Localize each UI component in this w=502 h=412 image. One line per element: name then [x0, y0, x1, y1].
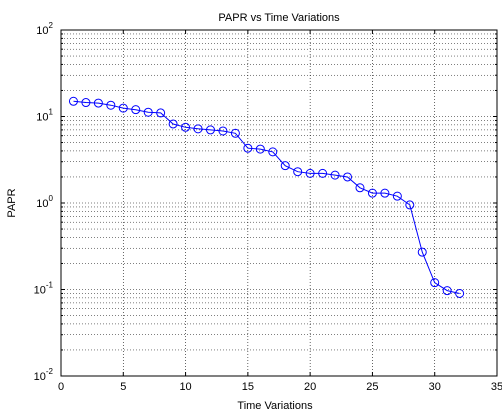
data-point — [280, 161, 290, 171]
x-tick-label: 0 — [58, 381, 64, 393]
data-point — [181, 122, 191, 132]
data-point — [131, 105, 141, 115]
x-axis-label: Time Variations — [237, 400, 313, 412]
data-point — [455, 288, 465, 298]
data-point — [68, 96, 78, 106]
x-tick-label: 20 — [304, 381, 316, 393]
data-point — [305, 168, 315, 178]
data-point — [243, 143, 253, 153]
data-point — [380, 188, 390, 198]
data-point — [218, 126, 228, 136]
data-point — [118, 103, 128, 113]
data-point — [143, 107, 153, 117]
data-point — [81, 98, 91, 108]
y-tick-label: 101 — [36, 108, 53, 124]
x-tick-label: 10 — [179, 381, 191, 393]
y-tick-label: 102 — [36, 21, 53, 37]
tick-labels: 0 5 10 15 20 25 30 35 10-2 10-1 100 101 102 — [34, 21, 502, 393]
data-point — [417, 247, 427, 257]
x-tick-label: 5 — [120, 381, 126, 393]
data-point — [367, 188, 377, 198]
data-point — [168, 119, 178, 129]
series-line — [73, 100, 460, 294]
data-point — [405, 200, 415, 210]
ticks — [60, 30, 498, 376]
series — [68, 96, 465, 298]
data-point — [343, 172, 353, 182]
data-point — [355, 183, 365, 193]
data-point — [330, 170, 340, 180]
data-point — [318, 168, 328, 178]
chart-title: PAPR vs Time Variations — [218, 12, 340, 24]
data-point — [442, 286, 452, 296]
data-point — [293, 167, 303, 177]
data-point — [93, 98, 103, 108]
x-tick-label: 15 — [242, 381, 254, 393]
data-point — [392, 191, 402, 201]
data-point — [156, 108, 166, 118]
y-tick-label: 10-2 — [34, 367, 54, 383]
x-tick-label: 30 — [429, 381, 441, 393]
data-point — [255, 144, 265, 154]
y-tick-label: 100 — [36, 194, 53, 210]
plot-background — [61, 30, 497, 376]
data-point — [430, 278, 440, 288]
y-axis-label: PAPR — [6, 188, 18, 217]
data-point — [193, 124, 203, 134]
data-point — [230, 128, 240, 138]
data-point — [268, 147, 278, 157]
y-tick-label: 10-1 — [34, 281, 54, 297]
data-point — [205, 125, 215, 135]
x-tick-label: 25 — [366, 381, 378, 393]
data-point — [106, 100, 116, 110]
x-tick-label: 35 — [491, 381, 502, 393]
